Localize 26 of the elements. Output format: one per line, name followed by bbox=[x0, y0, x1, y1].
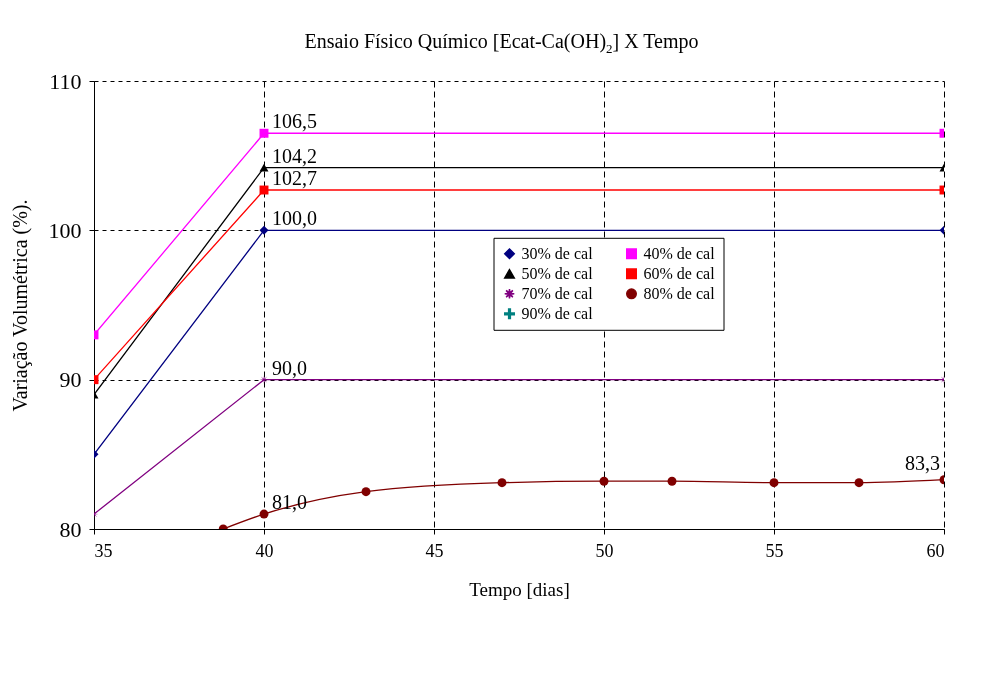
x-tick-label: 35 bbox=[94, 540, 113, 561]
y-tick-label: 110 bbox=[49, 68, 82, 94]
legend-label: 70% de cal bbox=[521, 284, 594, 302]
data-label: 104,2 bbox=[272, 144, 317, 167]
legend-label: 30% de cal bbox=[521, 244, 594, 262]
y-axis-title: Variação Volumétrica (%). bbox=[8, 199, 32, 412]
legend-label: 50% de cal bbox=[521, 264, 594, 282]
x-tick-label: 60 bbox=[926, 540, 945, 561]
x-tick-label: 55 bbox=[765, 540, 784, 561]
data-label: 90,0 bbox=[272, 356, 307, 379]
data-label: 100,0 bbox=[272, 207, 317, 230]
x-tick-label: 50 bbox=[595, 540, 614, 561]
x-tick-label: 40 bbox=[255, 540, 274, 561]
y-tick-label: 90 bbox=[59, 367, 82, 393]
x-tick-label: 45 bbox=[425, 540, 444, 561]
chart-title: Ensaio Físico Químico [Ecat-Ca(OH)$_{2}$] X Tempo bbox=[303, 30, 700, 57]
legend-label: 90% de cal bbox=[521, 304, 594, 322]
data-label: 83,3 bbox=[905, 451, 940, 474]
y-tick-label: 100 bbox=[48, 217, 82, 243]
data-label: 106,5 bbox=[272, 110, 317, 133]
legend-label: 40% de cal bbox=[643, 244, 716, 262]
y-tick-label: 80 bbox=[59, 516, 82, 542]
data-label: 102,7 bbox=[272, 167, 317, 190]
legend-label: 80% de cal bbox=[643, 284, 716, 302]
x-axis-title: Tempo [dias] bbox=[469, 578, 570, 600]
legend-label: 60% de cal bbox=[643, 264, 716, 282]
